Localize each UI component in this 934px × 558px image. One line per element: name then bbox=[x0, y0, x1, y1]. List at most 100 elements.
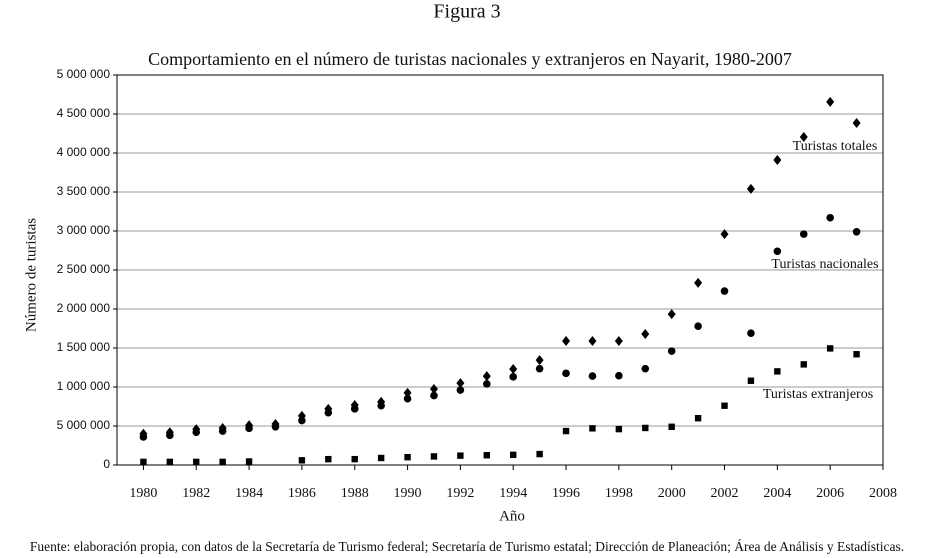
point bbox=[193, 458, 200, 466]
y-tick-label: 5 000 000 bbox=[57, 418, 111, 432]
point bbox=[641, 328, 650, 339]
point bbox=[589, 425, 596, 432]
y-tick-label: 4 000 000 bbox=[57, 145, 111, 159]
point bbox=[324, 408, 333, 417]
point bbox=[192, 428, 201, 437]
point bbox=[457, 452, 464, 459]
x-tick-label: 2002 bbox=[711, 486, 739, 501]
point bbox=[510, 451, 517, 459]
x-axis-label: Año bbox=[499, 508, 525, 524]
point bbox=[562, 369, 570, 378]
point bbox=[166, 458, 174, 466]
x-tick-label: 1984 bbox=[235, 486, 263, 501]
point bbox=[483, 452, 490, 459]
point bbox=[219, 458, 226, 466]
point bbox=[642, 424, 649, 432]
point bbox=[166, 431, 174, 440]
point bbox=[826, 345, 834, 352]
point bbox=[799, 132, 808, 143]
point bbox=[746, 183, 755, 194]
point bbox=[456, 386, 465, 394]
point bbox=[694, 322, 702, 330]
x-tick-label: 1988 bbox=[341, 486, 369, 501]
point bbox=[298, 457, 306, 464]
point bbox=[614, 335, 623, 346]
point bbox=[747, 377, 755, 384]
point bbox=[826, 96, 835, 107]
point bbox=[403, 387, 412, 398]
point bbox=[535, 355, 544, 366]
point bbox=[403, 394, 412, 403]
series-label: Turistas nacionales bbox=[771, 257, 878, 272]
point bbox=[351, 455, 358, 463]
x-tick-label: 1980 bbox=[129, 486, 157, 501]
point bbox=[720, 287, 729, 295]
y-tick-label: 1 000 000 bbox=[57, 379, 111, 393]
point bbox=[588, 335, 597, 346]
figure-label: Figura 3 bbox=[433, 1, 500, 23]
point bbox=[536, 450, 543, 458]
point bbox=[245, 458, 253, 465]
x-tick-label: 1990 bbox=[394, 486, 422, 501]
x-tick-label: 1994 bbox=[499, 486, 527, 501]
point bbox=[429, 383, 438, 394]
point bbox=[271, 422, 280, 431]
y-tick-label: 2 500 000 bbox=[57, 262, 111, 276]
point bbox=[774, 368, 781, 375]
x-tick-label: 1982 bbox=[182, 486, 210, 501]
point bbox=[720, 229, 729, 240]
point bbox=[139, 433, 148, 441]
point bbox=[482, 371, 491, 382]
point bbox=[218, 427, 227, 435]
point bbox=[615, 425, 623, 433]
point bbox=[430, 391, 438, 400]
x-tick-label: 2006 bbox=[816, 486, 844, 501]
series-label: Turistas extranjeros bbox=[763, 387, 873, 402]
point bbox=[482, 380, 491, 388]
point bbox=[694, 277, 703, 288]
point bbox=[852, 117, 861, 128]
point bbox=[668, 423, 675, 430]
source-note: Fuente: elaboración propia, con datos de… bbox=[30, 539, 904, 554]
x-tick-label: 1998 bbox=[605, 486, 633, 501]
point bbox=[298, 416, 306, 425]
x-tick-label: 1996 bbox=[552, 486, 580, 501]
point bbox=[852, 227, 861, 236]
point bbox=[245, 424, 253, 433]
x-tick-label: 2008 bbox=[869, 486, 897, 501]
point bbox=[799, 230, 808, 238]
x-tick-label: 2004 bbox=[763, 486, 791, 501]
y-tick-label: 5 000 000 bbox=[57, 67, 111, 81]
point bbox=[325, 455, 332, 463]
point bbox=[350, 405, 359, 413]
point bbox=[140, 458, 147, 466]
point bbox=[667, 347, 676, 355]
y-tick-label: 2 000 000 bbox=[57, 301, 111, 315]
point bbox=[456, 378, 465, 389]
y-tick-label: 4 500 000 bbox=[57, 106, 111, 120]
point bbox=[641, 364, 650, 373]
point bbox=[667, 309, 676, 320]
point bbox=[853, 351, 860, 358]
point bbox=[800, 361, 807, 368]
point bbox=[509, 364, 518, 375]
point bbox=[615, 371, 623, 380]
point bbox=[773, 155, 782, 166]
point bbox=[509, 373, 518, 381]
x-tick-label: 1986 bbox=[288, 486, 316, 501]
point bbox=[535, 364, 544, 373]
plot-frame bbox=[116, 74, 884, 466]
y-tick-label: 3 500 000 bbox=[57, 184, 111, 198]
point bbox=[588, 372, 597, 380]
point bbox=[404, 454, 411, 461]
point bbox=[773, 247, 782, 256]
point bbox=[377, 454, 385, 462]
y-tick-label: 3 000 000 bbox=[57, 223, 111, 237]
point bbox=[377, 401, 385, 410]
x-tick-label: 1992 bbox=[446, 486, 474, 501]
point bbox=[430, 453, 438, 460]
point bbox=[694, 415, 702, 422]
point bbox=[721, 402, 728, 409]
y-tick-label: 1 500 000 bbox=[57, 340, 111, 354]
